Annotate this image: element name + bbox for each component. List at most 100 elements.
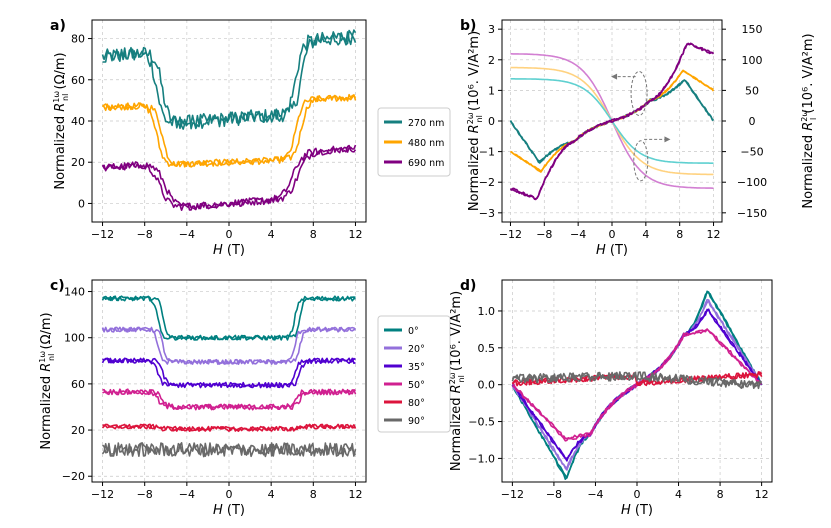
y2-tick-label: −50	[740, 146, 763, 159]
legend-label: 0°	[408, 326, 419, 337]
x-tick-label: 12	[755, 488, 769, 501]
annotation-ellipse	[633, 140, 649, 182]
y-tick-label: −3	[479, 207, 495, 220]
series-group	[511, 290, 763, 481]
y-tick-label: 100	[64, 332, 85, 345]
y-tick-label: 60	[71, 378, 85, 391]
y-tick-label: 1	[488, 84, 495, 97]
y-tick-label: 3	[488, 23, 495, 36]
y-axis-label: Normalized R2ωnl (10⁶. V/A²m)	[466, 31, 484, 211]
series-line-0-	[102, 295, 356, 341]
series-line-20-	[101, 326, 357, 365]
y-tick-label: 0.0	[478, 379, 496, 392]
x-tick-label: 4	[675, 488, 682, 501]
panel-c: −12 −8 −4 0 4 8 12 −20 20 60 100 140 H (T) Normalized…	[38, 278, 451, 518]
legend-label: 80°	[408, 398, 425, 409]
y-tick-label: 1.0	[478, 305, 496, 318]
series-line-690-nm-nonlocal	[510, 42, 714, 201]
x-tick-label: 0	[226, 228, 233, 241]
legend-box	[377, 107, 451, 177]
x-axis-label: H (T)	[213, 243, 245, 258]
y-tick-label: 0	[78, 197, 85, 210]
x-tick-label: −12	[91, 228, 114, 241]
y-tick-label: 2	[488, 54, 495, 67]
x-tick-label: 12	[348, 228, 362, 241]
y-tick-label: 80	[71, 33, 85, 46]
y2-tick-label: 100	[742, 54, 763, 67]
y2-tick-label: −100	[737, 176, 767, 189]
x-tick-label: 8	[310, 488, 317, 501]
legend-label: 90°	[408, 416, 425, 427]
x-tick-label: −4	[179, 228, 195, 241]
panel-label: c)	[50, 278, 65, 294]
series-line-80-	[101, 423, 357, 433]
x-tick-label: 0	[609, 228, 616, 241]
panel-d: −12 −8 −4 0 4 8 12 −1.0 −0.5 0.0 0.5 1.0 H (T) Normal…	[448, 278, 773, 518]
legend-label: 35°	[408, 362, 425, 373]
x-tick-label: 4	[268, 488, 275, 501]
x-tick-label: 0	[634, 488, 641, 501]
y-tick-label: −1.0	[468, 452, 495, 465]
y-axis-label: Normalized R1ωnl (Ω/m)	[52, 52, 70, 189]
series-line-270-nm	[102, 29, 357, 130]
series-line-480-nm	[102, 94, 357, 168]
y-tick-label: −20	[62, 470, 85, 483]
y2-axis-label: Normalized R2ωl (10⁶. V/A²m)	[800, 33, 818, 208]
y-tick-label: 20	[71, 156, 85, 169]
series-line-90-	[101, 442, 357, 458]
x-axis-label: H (T)	[596, 243, 628, 258]
x-tick-label: −8	[137, 488, 153, 501]
x-tick-label: −12	[501, 488, 524, 501]
x-tick-label: −4	[587, 488, 603, 501]
series-line-50-	[102, 388, 357, 411]
y-tick-label: 40	[71, 115, 85, 128]
x-tick-label: 12	[707, 228, 721, 241]
y-axis-label: Normalized R1ωnl (Ω/m)	[38, 312, 56, 449]
x-tick-label: 4	[642, 228, 649, 241]
y-tick-label: 0.5	[478, 342, 496, 355]
series-line-50-	[102, 388, 356, 411]
panel-a: −12 −8 −4 0 4 8 12 0 20 40 60 80 H (T) Normalized R1ω…	[50, 18, 451, 258]
x-tick-label: 0	[226, 488, 233, 501]
series-group	[101, 295, 357, 458]
y2-tick-label: 150	[742, 23, 763, 36]
y2-tick-label: −150	[737, 207, 767, 220]
y-tick-label: 140	[64, 286, 85, 299]
x-tick-label: −12	[499, 228, 522, 241]
series-group	[101, 29, 357, 211]
x-tick-label: −4	[179, 488, 195, 501]
y-tick-label: −1	[479, 146, 495, 159]
x-axis-label: H (T)	[621, 503, 653, 518]
x-tick-label: 8	[310, 228, 317, 241]
legend-label: 690 nm	[408, 158, 444, 169]
legend-label: 50°	[408, 380, 425, 391]
y-axis-label: Normalized R2ωnl (10⁶. V/A²m)	[448, 291, 466, 471]
panel-label: a)	[50, 18, 66, 34]
y-tick-label: 20	[71, 424, 85, 437]
legend-label: 20°	[408, 344, 425, 355]
series-line-690-nm	[101, 144, 357, 211]
x-tick-label: 8	[676, 228, 683, 241]
x-tick-label: −4	[570, 228, 586, 241]
series-group	[509, 42, 715, 201]
x-tick-label: −8	[546, 488, 562, 501]
y-tick-label: −2	[479, 176, 495, 189]
x-tick-label: 12	[348, 488, 362, 501]
y-tick-label: 0	[488, 115, 495, 128]
series-line-90-	[102, 441, 357, 458]
x-tick-label: −8	[536, 228, 552, 241]
series-line-90-	[511, 371, 762, 389]
arrowhead-right	[664, 136, 671, 143]
panel-label: b)	[460, 18, 476, 34]
series-line-35-	[102, 357, 356, 389]
panel-label: d)	[460, 278, 476, 294]
legend-label: 480 nm	[408, 138, 444, 149]
x-tick-label: 8	[717, 488, 724, 501]
x-tick-label: 4	[268, 228, 275, 241]
arrowhead-left	[611, 73, 618, 80]
legend-label: 270 nm	[408, 118, 444, 129]
x-tick-label: −8	[137, 228, 153, 241]
panel-b: −12 −8 −4 0 4 8 12−3−2−10123−150−100−500501001…	[460, 18, 818, 258]
y-tick-label: −0.5	[468, 416, 495, 429]
